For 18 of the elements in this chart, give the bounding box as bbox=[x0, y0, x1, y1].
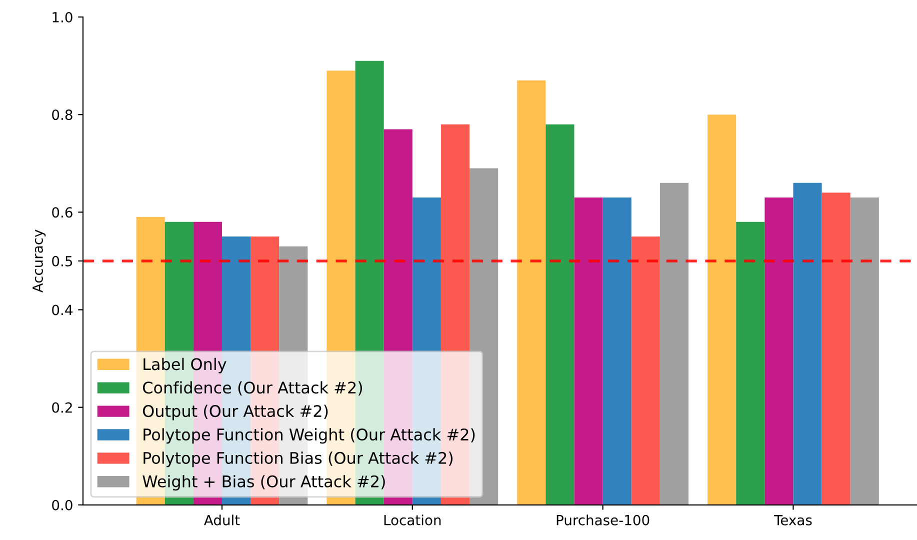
y-tick-label: 0.5 bbox=[52, 256, 72, 266]
legend-label: Polytope Function Bias (Our Attack #2) bbox=[144, 452, 453, 468]
y-tick-label: 1.0 bbox=[52, 12, 72, 22]
y-tick-label: 0.6 bbox=[52, 207, 72, 218]
legend-label: Label Only bbox=[144, 358, 226, 374]
x-tick-label: Texas bbox=[774, 515, 812, 526]
legend-label: Confidence (Our Attack #2) bbox=[142, 381, 362, 396]
legend-label: Weight + Bias (Our Attack #2) bbox=[142, 475, 385, 491]
y-tick-label: 0.2 bbox=[52, 402, 72, 413]
legend-label: Polytope Function Weight (Our Attack #2) bbox=[144, 428, 475, 444]
y-tick-label: 0.8 bbox=[52, 110, 72, 120]
x-tick-label: Location bbox=[384, 514, 441, 526]
y-axis-title: Accuracy bbox=[32, 230, 46, 293]
y-tick-label: 0.0 bbox=[52, 500, 72, 510]
x-tick-label: Purchase-100 bbox=[556, 514, 650, 526]
y-tick-label: 0.4 bbox=[52, 304, 72, 316]
legend-label: Output (Our Attack #2) bbox=[142, 404, 328, 420]
x-tick-label: Adult bbox=[204, 514, 240, 526]
